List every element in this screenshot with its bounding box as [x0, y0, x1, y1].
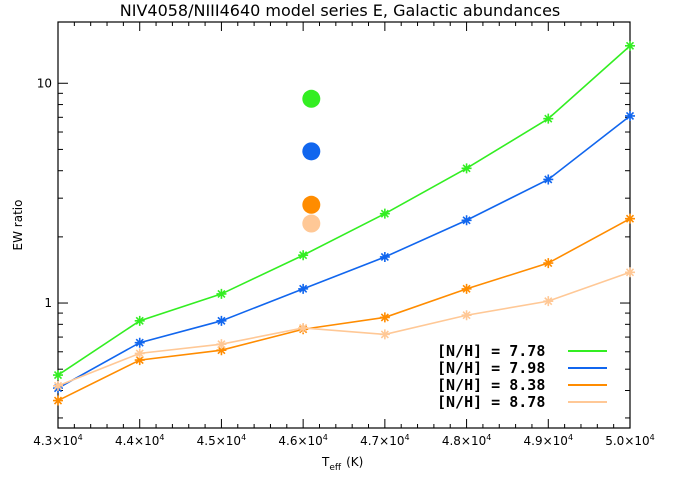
data-point-0-7 — [625, 40, 635, 51]
data-point-0-0 — [53, 370, 63, 381]
legend-label-3: [N/H] = 8.78 — [437, 393, 545, 411]
x-tick-label: 4.7×104 — [360, 433, 410, 448]
data-point-1-2 — [216, 315, 227, 326]
data-point-1-5 — [461, 215, 472, 226]
x-tick-label: 4.3×104 — [33, 433, 83, 448]
legend-label-2: [N/H] = 8.38 — [437, 376, 545, 394]
series-line-1 — [57, 115, 631, 389]
x-tick-mantissa: 4.8×10 — [442, 434, 486, 448]
legend: [N/H] = 7.78[N/H] = 7.98[N/H] = 8.38[N/H… — [437, 342, 607, 411]
x-tick-exponent: 4 — [405, 433, 410, 442]
data-point-1-3 — [298, 283, 309, 294]
observed-marker-1 — [302, 142, 321, 161]
observed-marker-2 — [302, 195, 321, 214]
data-point-3-4 — [379, 329, 390, 340]
x-tick-exponent: 4 — [241, 433, 246, 442]
x-tick-exponent: 4 — [568, 433, 573, 442]
x-tick-mantissa: 4.9×10 — [524, 434, 568, 448]
data-point-0-3 — [298, 250, 309, 261]
y-axis-label: EW ratio — [11, 200, 25, 251]
y-axis: 1 10 — [37, 76, 630, 419]
x-tick-label: 4.6×104 — [278, 433, 328, 448]
x-tick-exponent: 4 — [159, 433, 164, 442]
data-point-2-7 — [625, 213, 635, 224]
plot-frame — [57, 21, 631, 429]
data-point-3-2 — [216, 339, 227, 350]
x-tick-mantissa: 4.5×10 — [197, 434, 241, 448]
data-point-0-5 — [461, 163, 472, 174]
x-tick-exponent: 4 — [486, 433, 491, 442]
data-point-3-0 — [53, 380, 63, 391]
x-tick-mantissa: 5.0×10 — [605, 434, 649, 448]
data-point-1-1 — [134, 337, 145, 348]
y-tick-label: 10 — [37, 76, 52, 90]
series-line-3 — [57, 271, 631, 387]
observed-marker-0 — [302, 89, 321, 108]
x-tick-mantissa: 4.7×10 — [360, 434, 404, 448]
data-point-1-7 — [625, 110, 635, 121]
data-point-2-6 — [543, 258, 554, 269]
x-axis-label: Teff (K) — [321, 455, 363, 473]
x-tick-label: 4.9×104 — [524, 433, 574, 448]
data-point-0-4 — [379, 208, 390, 219]
observed-marker-3 — [302, 214, 321, 233]
x-tick-mantissa: 4.6×10 — [278, 434, 322, 448]
chart-title: NIV4058/NIII4640 model series E, Galacti… — [120, 1, 561, 20]
data-point-0-6 — [543, 113, 554, 124]
x-tick-exponent: 4 — [323, 433, 328, 442]
x-tick-label: 4.4×104 — [115, 433, 165, 448]
data-point-2-0 — [53, 395, 63, 406]
x-axis-label-main: T — [321, 455, 330, 469]
series-line-2 — [57, 217, 631, 402]
series-line-0 — [57, 45, 631, 376]
x-tick-label: 5.0×104 — [605, 433, 655, 448]
x-axis: 4.3×104 4.4×104 4.5×104 4.6×104 4.7×104 4.8×1… — [33, 22, 655, 448]
x-tick-exponent: 4 — [650, 433, 655, 442]
data-point-2-1 — [134, 355, 145, 366]
data-point-1-4 — [379, 251, 390, 262]
marker-layer — [302, 89, 321, 233]
x-axis-label-sub: eff — [329, 463, 342, 473]
y-tick-label: 1 — [44, 296, 52, 310]
legend-label-0: [N/H] = 7.78 — [437, 342, 545, 360]
data-point-2-5 — [461, 283, 472, 294]
data-point-0-2 — [216, 288, 227, 299]
data-point-3-6 — [543, 296, 554, 307]
data-point-2-4 — [379, 312, 390, 323]
x-tick-mantissa: 4.4×10 — [115, 434, 159, 448]
x-tick-exponent: 4 — [78, 433, 83, 442]
data-point-0-1 — [134, 315, 145, 326]
data-point-3-3 — [298, 322, 309, 333]
x-tick-label: 4.8×104 — [442, 433, 492, 448]
x-tick-label: 4.5×104 — [197, 433, 247, 448]
data-point-3-1 — [134, 348, 145, 359]
x-axis-label-unit: (K) — [346, 455, 363, 469]
data-point-3-7 — [625, 267, 635, 278]
legend-label-1: [N/H] = 7.98 — [437, 359, 545, 377]
data-point-2-2 — [216, 345, 227, 356]
data-point-3-5 — [461, 310, 472, 321]
data-point-1-6 — [543, 174, 554, 185]
x-tick-mantissa: 4.3×10 — [33, 434, 77, 448]
series-layer — [53, 40, 635, 406]
